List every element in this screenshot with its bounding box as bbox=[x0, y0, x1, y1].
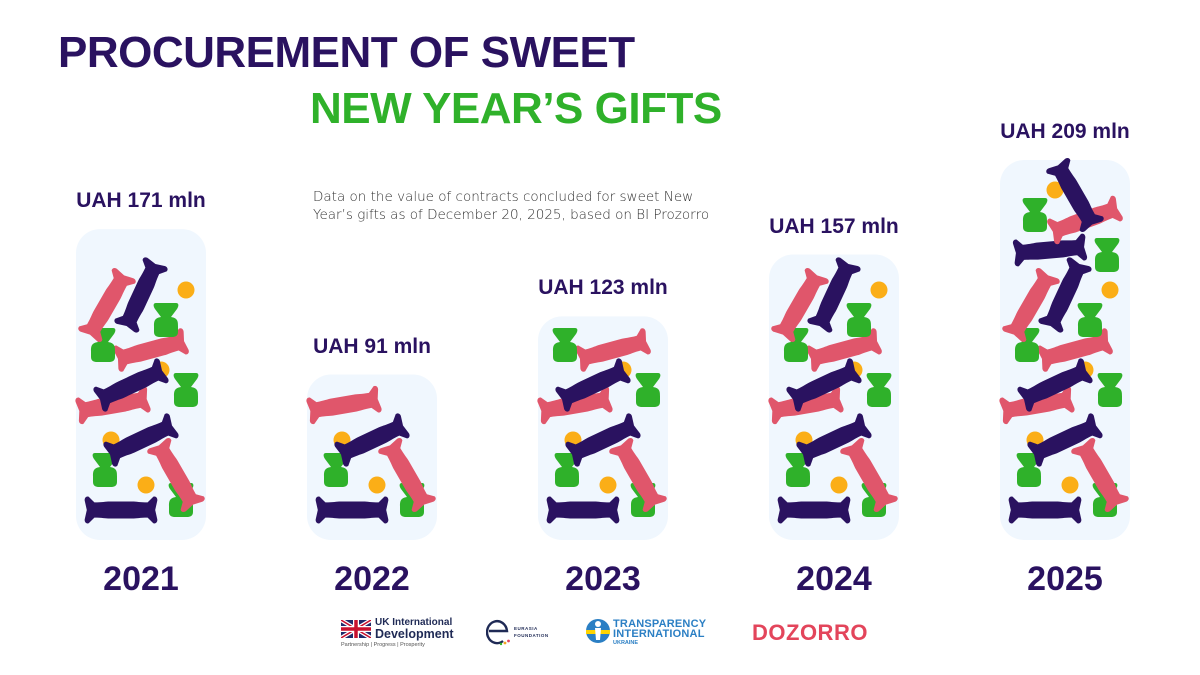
orange-round-candy-icon bbox=[177, 281, 195, 299]
green-gummy-candy-icon bbox=[1097, 373, 1123, 407]
dozorro-wordmark: DOZORRO bbox=[752, 620, 868, 645]
value-label-2023: UAH 123 mln bbox=[538, 276, 668, 300]
value-label-2025: UAH 209 mln bbox=[1000, 120, 1130, 143]
subtitle-line1: Data on the value of contracts concluded… bbox=[313, 189, 694, 205]
green-gummy-candy-icon bbox=[153, 303, 179, 337]
green-gummy-candy-icon bbox=[635, 373, 661, 407]
green-gummy-candy-icon bbox=[1094, 238, 1120, 272]
value-label-2022: UAH 91 mln bbox=[313, 334, 431, 358]
eurasia-logo-line1: EURASIA bbox=[514, 626, 538, 631]
orange-round-candy-icon bbox=[1061, 476, 1079, 494]
union-jack-icon bbox=[341, 620, 371, 638]
green-gummy-candy-icon bbox=[866, 373, 892, 407]
green-gummy-candy-icon bbox=[173, 373, 199, 407]
year-label-2024: 2024 bbox=[796, 560, 872, 598]
page-title-line2: NEW YEAR’S GIFTS bbox=[310, 84, 722, 133]
uk-logo-tagline: Partnership | Progress | Prosperity bbox=[341, 642, 425, 648]
eurasia-logo-line2: FOUNDATION bbox=[514, 633, 549, 638]
value-label-2021: UAH 171 mln bbox=[76, 189, 206, 213]
year-label-2025: 2025 bbox=[1027, 560, 1103, 598]
ti-logo-line3: UKRAINE bbox=[613, 640, 639, 646]
orange-round-candy-icon bbox=[870, 281, 888, 299]
year-label-2023: 2023 bbox=[565, 560, 641, 598]
ti-logo-line2: INTERNATIONAL bbox=[613, 628, 705, 640]
orange-round-candy-icon bbox=[830, 476, 848, 494]
green-gummy-candy-icon bbox=[552, 328, 578, 362]
uk-logo-line1: UK International bbox=[375, 617, 453, 628]
page-title-line1: PROCUREMENT OF SWEET bbox=[58, 28, 635, 77]
orange-round-candy-icon bbox=[1101, 281, 1119, 299]
ti-globe-icon bbox=[586, 619, 610, 643]
partner-logos: UK International Development Partnership… bbox=[0, 612, 1200, 652]
green-gummy-candy-icon bbox=[1077, 303, 1103, 337]
uk-logo-line2: Development bbox=[375, 627, 454, 641]
orange-round-candy-icon bbox=[137, 476, 155, 494]
green-gummy-candy-icon bbox=[846, 303, 872, 337]
orange-round-candy-icon bbox=[368, 476, 386, 494]
year-label-2022: 2022 bbox=[334, 560, 410, 598]
chart-subtitle: Data on the value of contracts concluded… bbox=[313, 188, 733, 224]
value-label-2024: UAH 157 mln bbox=[769, 214, 899, 238]
eurasia-e-icon bbox=[486, 619, 510, 646]
ti-logo-line1: TRANSPARENCY bbox=[613, 618, 707, 630]
year-label-2021: 2021 bbox=[103, 560, 179, 598]
subtitle-line2: Year’s gifts as of December 20, 2025, ba… bbox=[313, 207, 710, 223]
green-gummy-candy-icon bbox=[1022, 198, 1048, 232]
orange-round-candy-icon bbox=[1046, 181, 1064, 199]
orange-round-candy-icon bbox=[599, 476, 617, 494]
